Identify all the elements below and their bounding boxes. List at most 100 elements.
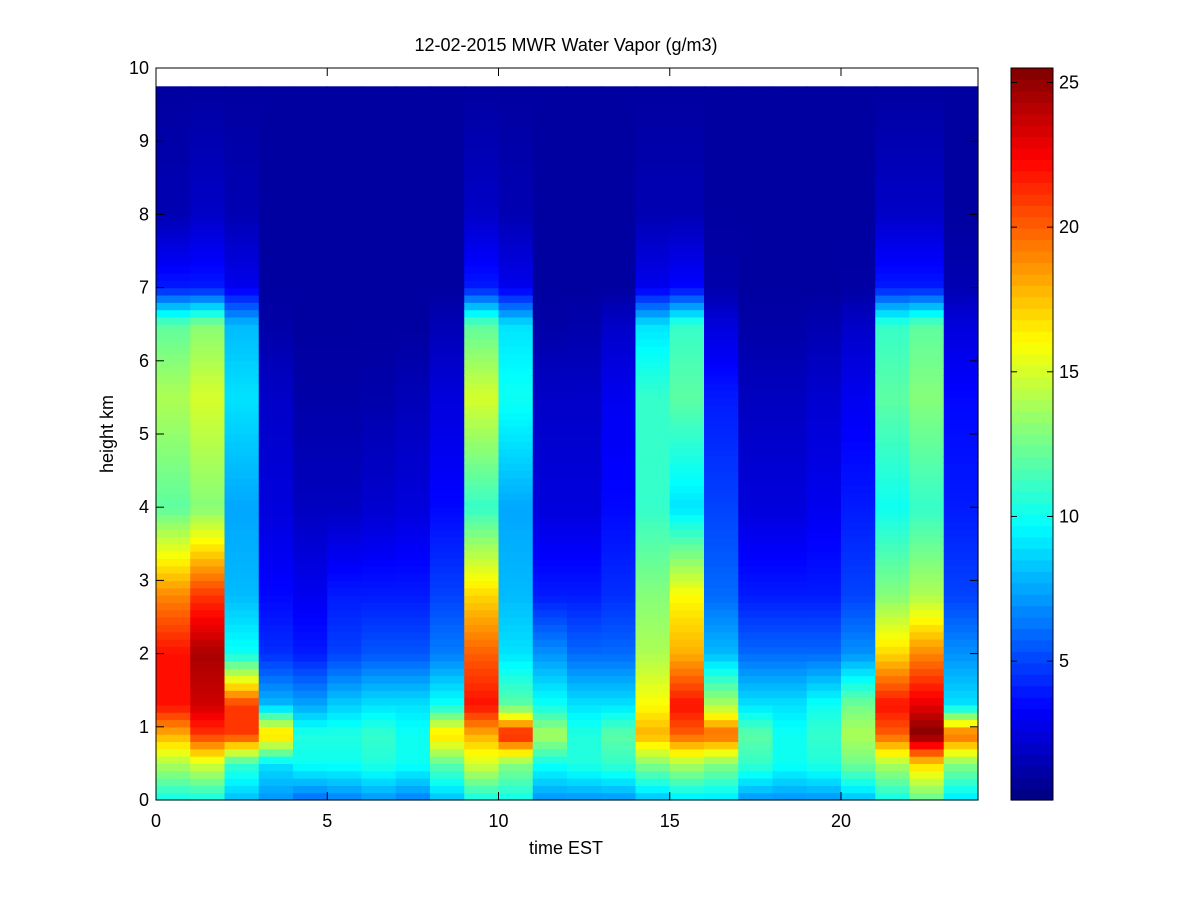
heatmap-cell	[293, 573, 328, 581]
heatmap-cell	[909, 551, 945, 560]
heatmap-cell	[464, 287, 500, 296]
heatmap-cell	[943, 229, 979, 237]
colorbar-step	[1011, 582, 1053, 595]
heatmap-cell	[430, 587, 465, 596]
heatmap-cell	[909, 104, 945, 113]
heatmap-cell	[635, 404, 671, 413]
heatmap-cell	[532, 646, 568, 655]
heatmap-cell	[464, 660, 500, 669]
heatmap-cell	[430, 214, 465, 223]
heatmap-cell	[772, 382, 808, 391]
heatmap-cell	[293, 265, 328, 274]
y-tick-label: 8	[139, 204, 149, 224]
heatmap-cell	[395, 748, 431, 757]
heatmap-cell	[772, 756, 808, 764]
heatmap-cell	[875, 236, 911, 245]
heatmap-cell	[738, 477, 774, 486]
heatmap-cell	[806, 243, 842, 252]
heatmap-cell	[738, 346, 774, 355]
heatmap-cell	[806, 419, 842, 428]
heatmap-cell	[361, 89, 397, 98]
heatmap-cell	[430, 287, 465, 296]
heatmap-cell	[156, 111, 191, 120]
heatmap-cell	[327, 441, 363, 450]
heatmap-cell	[395, 675, 431, 684]
heatmap-cell	[190, 126, 226, 135]
heatmap-cell	[156, 397, 191, 406]
heatmap-cell	[395, 595, 431, 603]
heatmap-cell	[943, 792, 979, 801]
heatmap-cell	[224, 653, 260, 662]
heatmap-cell	[293, 507, 328, 516]
heatmap-cell	[875, 507, 911, 516]
heatmap-cell	[293, 126, 328, 135]
heatmap-cell	[772, 185, 808, 194]
heatmap-cell	[635, 551, 671, 560]
heatmap-cell	[532, 543, 568, 552]
heatmap-cell	[498, 470, 534, 479]
heatmap-cell	[224, 97, 260, 106]
heatmap-cell	[430, 360, 465, 369]
heatmap-cell	[464, 719, 500, 728]
heatmap-cell	[498, 353, 534, 362]
heatmap-cell	[258, 148, 294, 157]
heatmap-cell	[704, 448, 739, 457]
heatmap-cell	[841, 258, 876, 267]
heatmap-cell	[909, 119, 945, 128]
heatmap-cell	[464, 346, 500, 355]
heatmap-cell	[738, 712, 774, 721]
heatmap-cell	[601, 236, 637, 245]
heatmap-cell	[806, 448, 842, 457]
heatmap-cell	[224, 163, 260, 172]
heatmap-cell	[190, 309, 226, 318]
heatmap-cell	[224, 536, 260, 545]
heatmap-cell	[293, 514, 328, 523]
heatmap-cell	[635, 682, 671, 691]
colorbar-step	[1011, 479, 1053, 492]
heatmap-cell	[909, 580, 945, 589]
heatmap-cell	[567, 741, 602, 750]
heatmap-cell	[669, 448, 705, 457]
heatmap-cell	[532, 324, 568, 333]
heatmap-cell	[601, 536, 637, 545]
heatmap-cell	[395, 86, 431, 91]
heatmap-cell	[772, 763, 808, 772]
heatmap-cell	[327, 185, 363, 194]
heatmap-cell	[361, 697, 397, 706]
heatmap-cell	[875, 119, 911, 128]
heatmap-cell	[395, 302, 431, 311]
heatmap-cell	[464, 690, 500, 699]
heatmap-cell	[293, 529, 328, 538]
heatmap-cell	[498, 177, 534, 186]
heatmap-cell	[669, 141, 705, 150]
heatmap-cell	[430, 485, 465, 494]
heatmap-cell	[156, 631, 191, 640]
heatmap-cell	[464, 741, 500, 750]
heatmap-cell	[875, 785, 911, 794]
heatmap-cell	[532, 163, 568, 172]
heatmap-cell	[430, 675, 465, 684]
heatmap-cell	[567, 177, 602, 186]
heatmap-cell	[943, 770, 979, 779]
heatmap-cell	[327, 734, 363, 743]
heatmap-cell	[943, 404, 979, 413]
heatmap-cell	[498, 89, 534, 98]
heatmap-cell	[772, 638, 808, 647]
heatmap-cell	[738, 455, 774, 464]
heatmap-cell	[601, 207, 637, 215]
heatmap-cell	[738, 89, 774, 98]
heatmap-cell	[361, 455, 397, 464]
heatmap-cell	[909, 368, 945, 377]
heatmap-cell	[156, 697, 191, 706]
heatmap-cell	[190, 770, 226, 779]
heatmap-cell	[943, 675, 979, 684]
heatmap-cell	[224, 119, 260, 128]
heatmap-cell	[498, 514, 534, 523]
heatmap-cell	[806, 770, 842, 779]
heatmap-cell	[293, 272, 328, 281]
heatmap-cell	[806, 148, 842, 157]
heatmap-cell	[498, 133, 534, 142]
heatmap-cell	[430, 499, 465, 508]
heatmap-cell	[498, 704, 534, 713]
heatmap-cell	[258, 785, 294, 794]
